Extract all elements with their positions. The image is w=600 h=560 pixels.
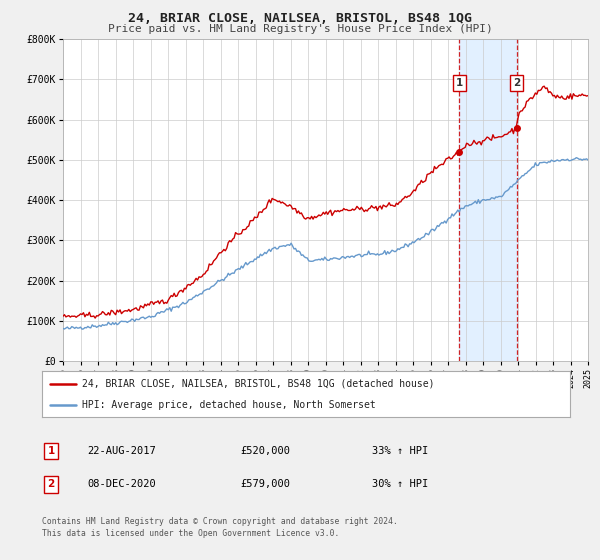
Text: 08-DEC-2020: 08-DEC-2020 (87, 479, 156, 489)
Text: 22-AUG-2017: 22-AUG-2017 (87, 446, 156, 456)
Text: This data is licensed under the Open Government Licence v3.0.: This data is licensed under the Open Gov… (42, 529, 340, 538)
Bar (459, 39, 517, 361)
Text: 2: 2 (513, 78, 520, 88)
Text: £520,000: £520,000 (240, 446, 290, 456)
Text: 24, BRIAR CLOSE, NAILSEA, BRISTOL, BS48 1QG: 24, BRIAR CLOSE, NAILSEA, BRISTOL, BS48 … (128, 12, 472, 25)
Text: 2: 2 (47, 479, 55, 489)
Text: Contains HM Land Registry data © Crown copyright and database right 2024.: Contains HM Land Registry data © Crown c… (42, 517, 398, 526)
Text: 33% ↑ HPI: 33% ↑ HPI (372, 446, 428, 456)
Text: 30% ↑ HPI: 30% ↑ HPI (372, 479, 428, 489)
Text: HPI: Average price, detached house, North Somerset: HPI: Average price, detached house, Nort… (82, 400, 376, 410)
Text: Price paid vs. HM Land Registry's House Price Index (HPI): Price paid vs. HM Land Registry's House … (107, 24, 493, 34)
Text: 1: 1 (47, 446, 55, 456)
Text: 24, BRIAR CLOSE, NAILSEA, BRISTOL, BS48 1QG (detached house): 24, BRIAR CLOSE, NAILSEA, BRISTOL, BS48 … (82, 379, 434, 389)
Text: £579,000: £579,000 (240, 479, 290, 489)
Text: 1: 1 (455, 78, 463, 88)
